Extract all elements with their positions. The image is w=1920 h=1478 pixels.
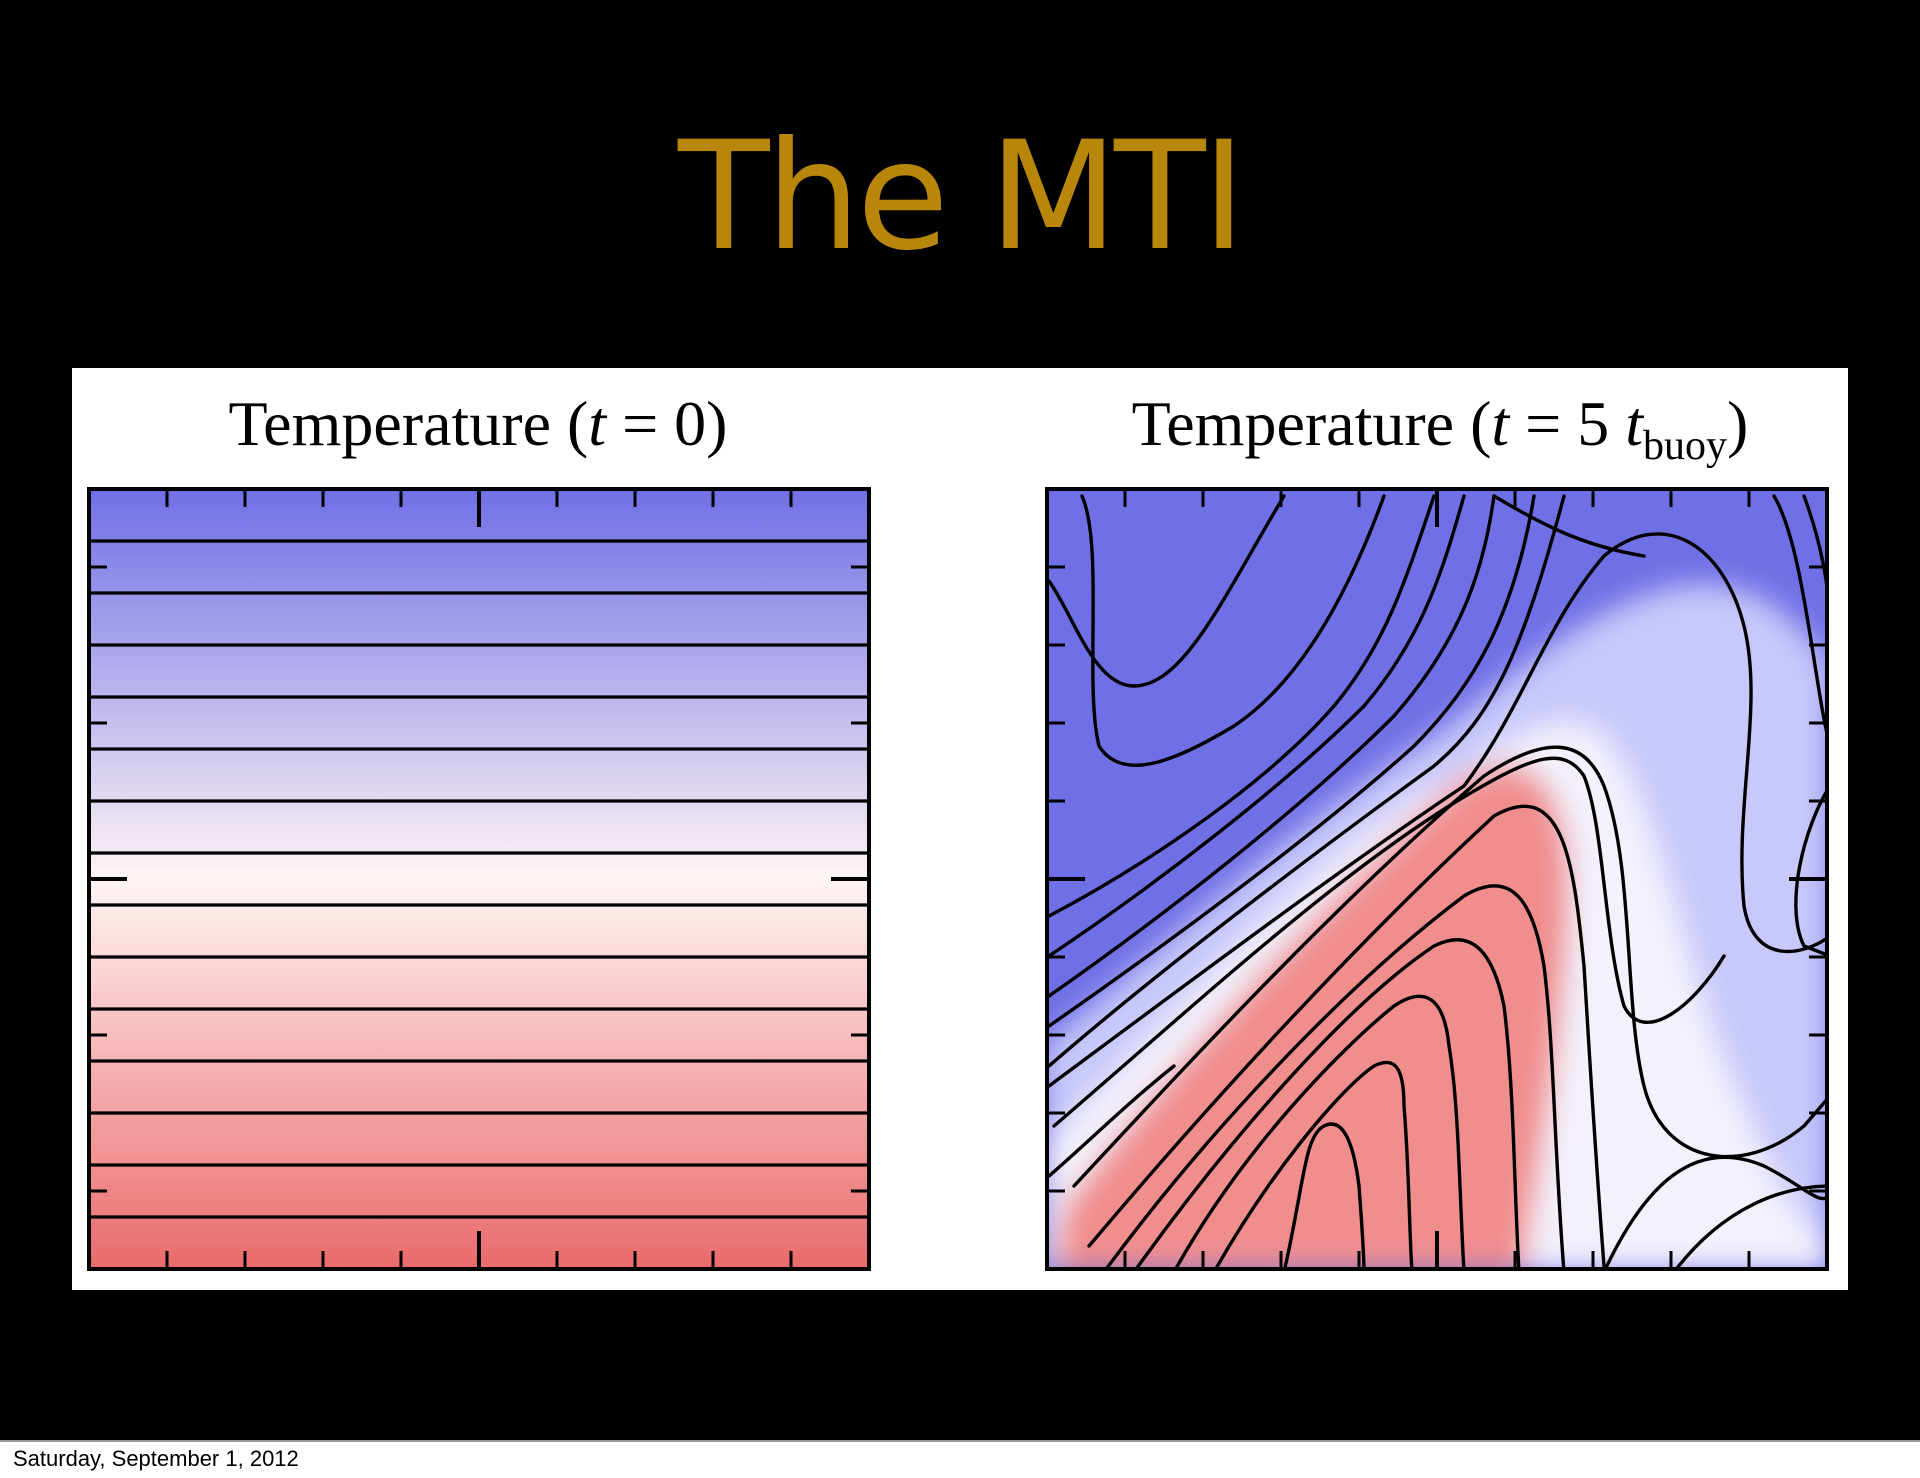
warm-plume [1054,764,1570,1269]
slide-title: The MTI [678,110,1246,284]
initial-temperature-field [89,489,869,1269]
initial-contour-lines [89,539,869,1219]
isotherm-curve [1282,1122,1366,1269]
initial-temperature-plot [87,487,871,1271]
left-title-rest: = 0) [606,388,728,459]
isotherm-curve [1080,494,1386,767]
isotherm-curve [1674,1184,1827,1269]
footer-divider [0,1440,1920,1442]
isotherm-curve [1047,1064,1176,1178]
initial-plot-frame [87,487,871,1271]
left-plot-title: Temperature (t = 0) [72,388,884,460]
evolved-axis-ticks [1047,489,1827,1269]
right-title-var2: t [1625,388,1644,459]
isotherm-curve [1047,494,1566,1068]
left-title-var: t [588,388,607,459]
isotherm-curve [1047,494,1466,958]
evolved-plot-frame [1045,487,1829,1271]
isotherm-curve [1087,804,1606,1268]
isotherm-curve [1794,787,1827,957]
isotherm-curve [1047,494,1286,688]
initial-axis-ticks [89,489,869,1269]
isotherm-curve [1213,1060,1414,1269]
isotherm-curve [1072,745,1827,1188]
footer-date: Saturday, September 1, 2012 [13,1446,299,1471]
right-title-var: t [1491,388,1510,459]
evolved-contour-lines [1047,494,1827,1269]
evolved-temperature-plot [1045,487,1829,1271]
isotherm-curve [1047,494,1536,1028]
isotherm-curve [1603,1155,1827,1269]
isotherm-curve [1047,494,1496,998]
left-title-prefix: Temperature ( [228,388,589,459]
isotherm-curve [1173,994,1466,1269]
isotherm-curve [1104,884,1566,1269]
right-title-mid: = 5 [1509,388,1626,459]
isotherm-curve [1802,494,1827,602]
isotherm-curve [1772,494,1827,741]
isotherm-curve [1134,938,1521,1269]
isotherm-curve [1047,532,1827,1088]
right-title-sub: buoy [1643,423,1728,469]
right-title-prefix: Temperature ( [1131,388,1492,459]
right-title-end: ) [1727,388,1749,459]
right-plot-title: Temperature (t = 5 tbuoy) [1032,388,1848,469]
isotherm-curve [1492,494,1646,558]
isotherm-curve [1047,494,1436,918]
figure-panel: Temperature (t = 0) Temperature (t = 5 t… [72,368,1848,1290]
slide: The MTI Temperature (t = 0) Temperature … [0,0,1920,1440]
